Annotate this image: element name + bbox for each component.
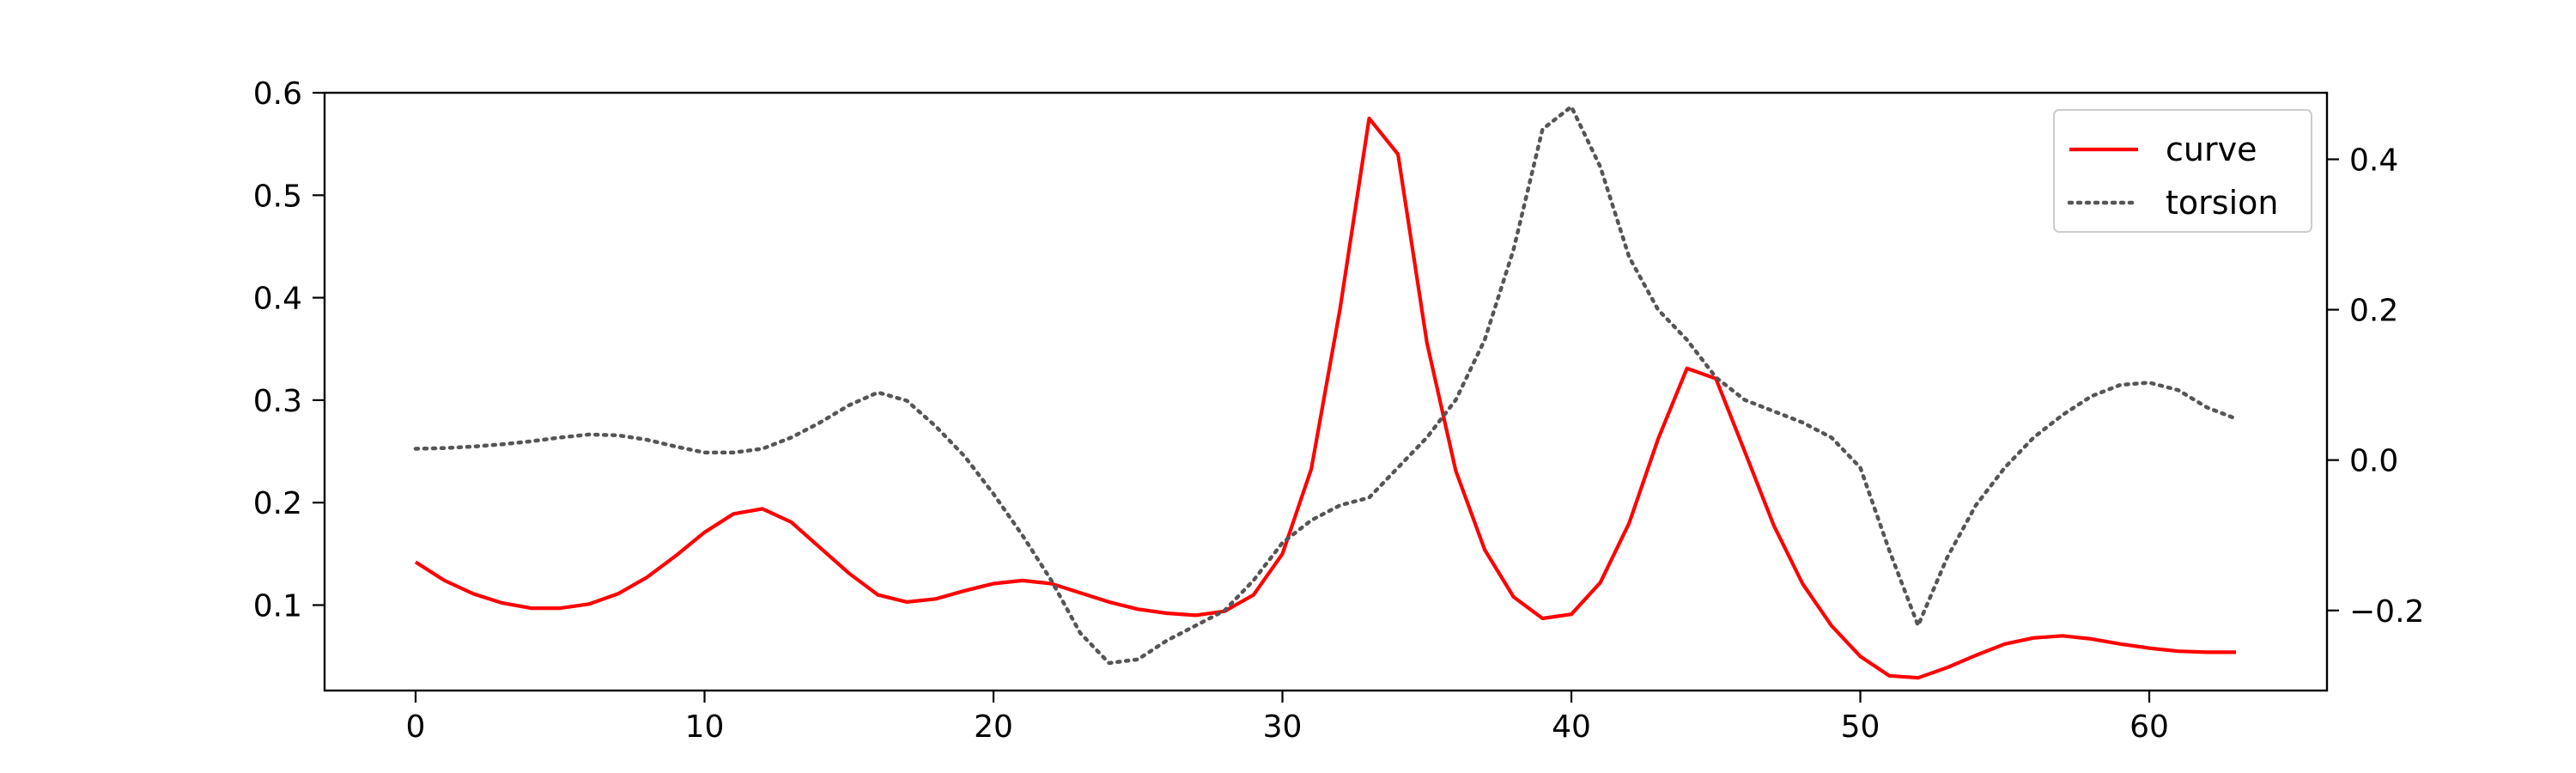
- series-line-curve: [414, 116, 2236, 680]
- y-axis-left: 0.1 0.2 0.3 0.4 0.5 0.6: [253, 76, 325, 624]
- plot-area-frame: [323, 91, 2329, 692]
- y2-tick-label: 0.4: [2349, 143, 2398, 178]
- y-tick-label: 0.4: [253, 282, 302, 317]
- y-tick-label: 0.1: [253, 589, 302, 624]
- series-layer: [413, 104, 2239, 680]
- series-line-torsion: [413, 104, 2239, 666]
- x-tick-label: 20: [974, 709, 1013, 745]
- y-axis-right: −0.2 0.0 0.2 0.4: [2327, 143, 2424, 630]
- x-tick-label: 30: [1263, 709, 1303, 745]
- x-tick-label: 50: [1841, 709, 1880, 745]
- y2-tick-label: −0.2: [2349, 594, 2424, 630]
- x-tick-label: 10: [685, 709, 725, 745]
- legend: curve torsion: [2053, 109, 2312, 233]
- y2-tick-label: 0.0: [2349, 444, 2398, 479]
- x-tick-label: 60: [2129, 709, 2169, 745]
- x-tick-label: 0: [406, 709, 426, 745]
- x-axis: 0 10 20 30 40 50 60: [406, 691, 2169, 745]
- y-tick-label: 0.3: [253, 384, 302, 419]
- y-tick-label: 0.2: [253, 486, 302, 521]
- x-tick-label: 40: [1552, 709, 1591, 745]
- legend-box: [2053, 109, 2312, 233]
- y-tick-label: 0.6: [253, 76, 302, 112]
- legend-label-curve: curve: [2166, 131, 2257, 168]
- y-tick-label: 0.5: [253, 179, 302, 214]
- y2-tick-label: 0.2: [2349, 294, 2398, 329]
- legend-label-torsion: torsion: [2166, 184, 2278, 222]
